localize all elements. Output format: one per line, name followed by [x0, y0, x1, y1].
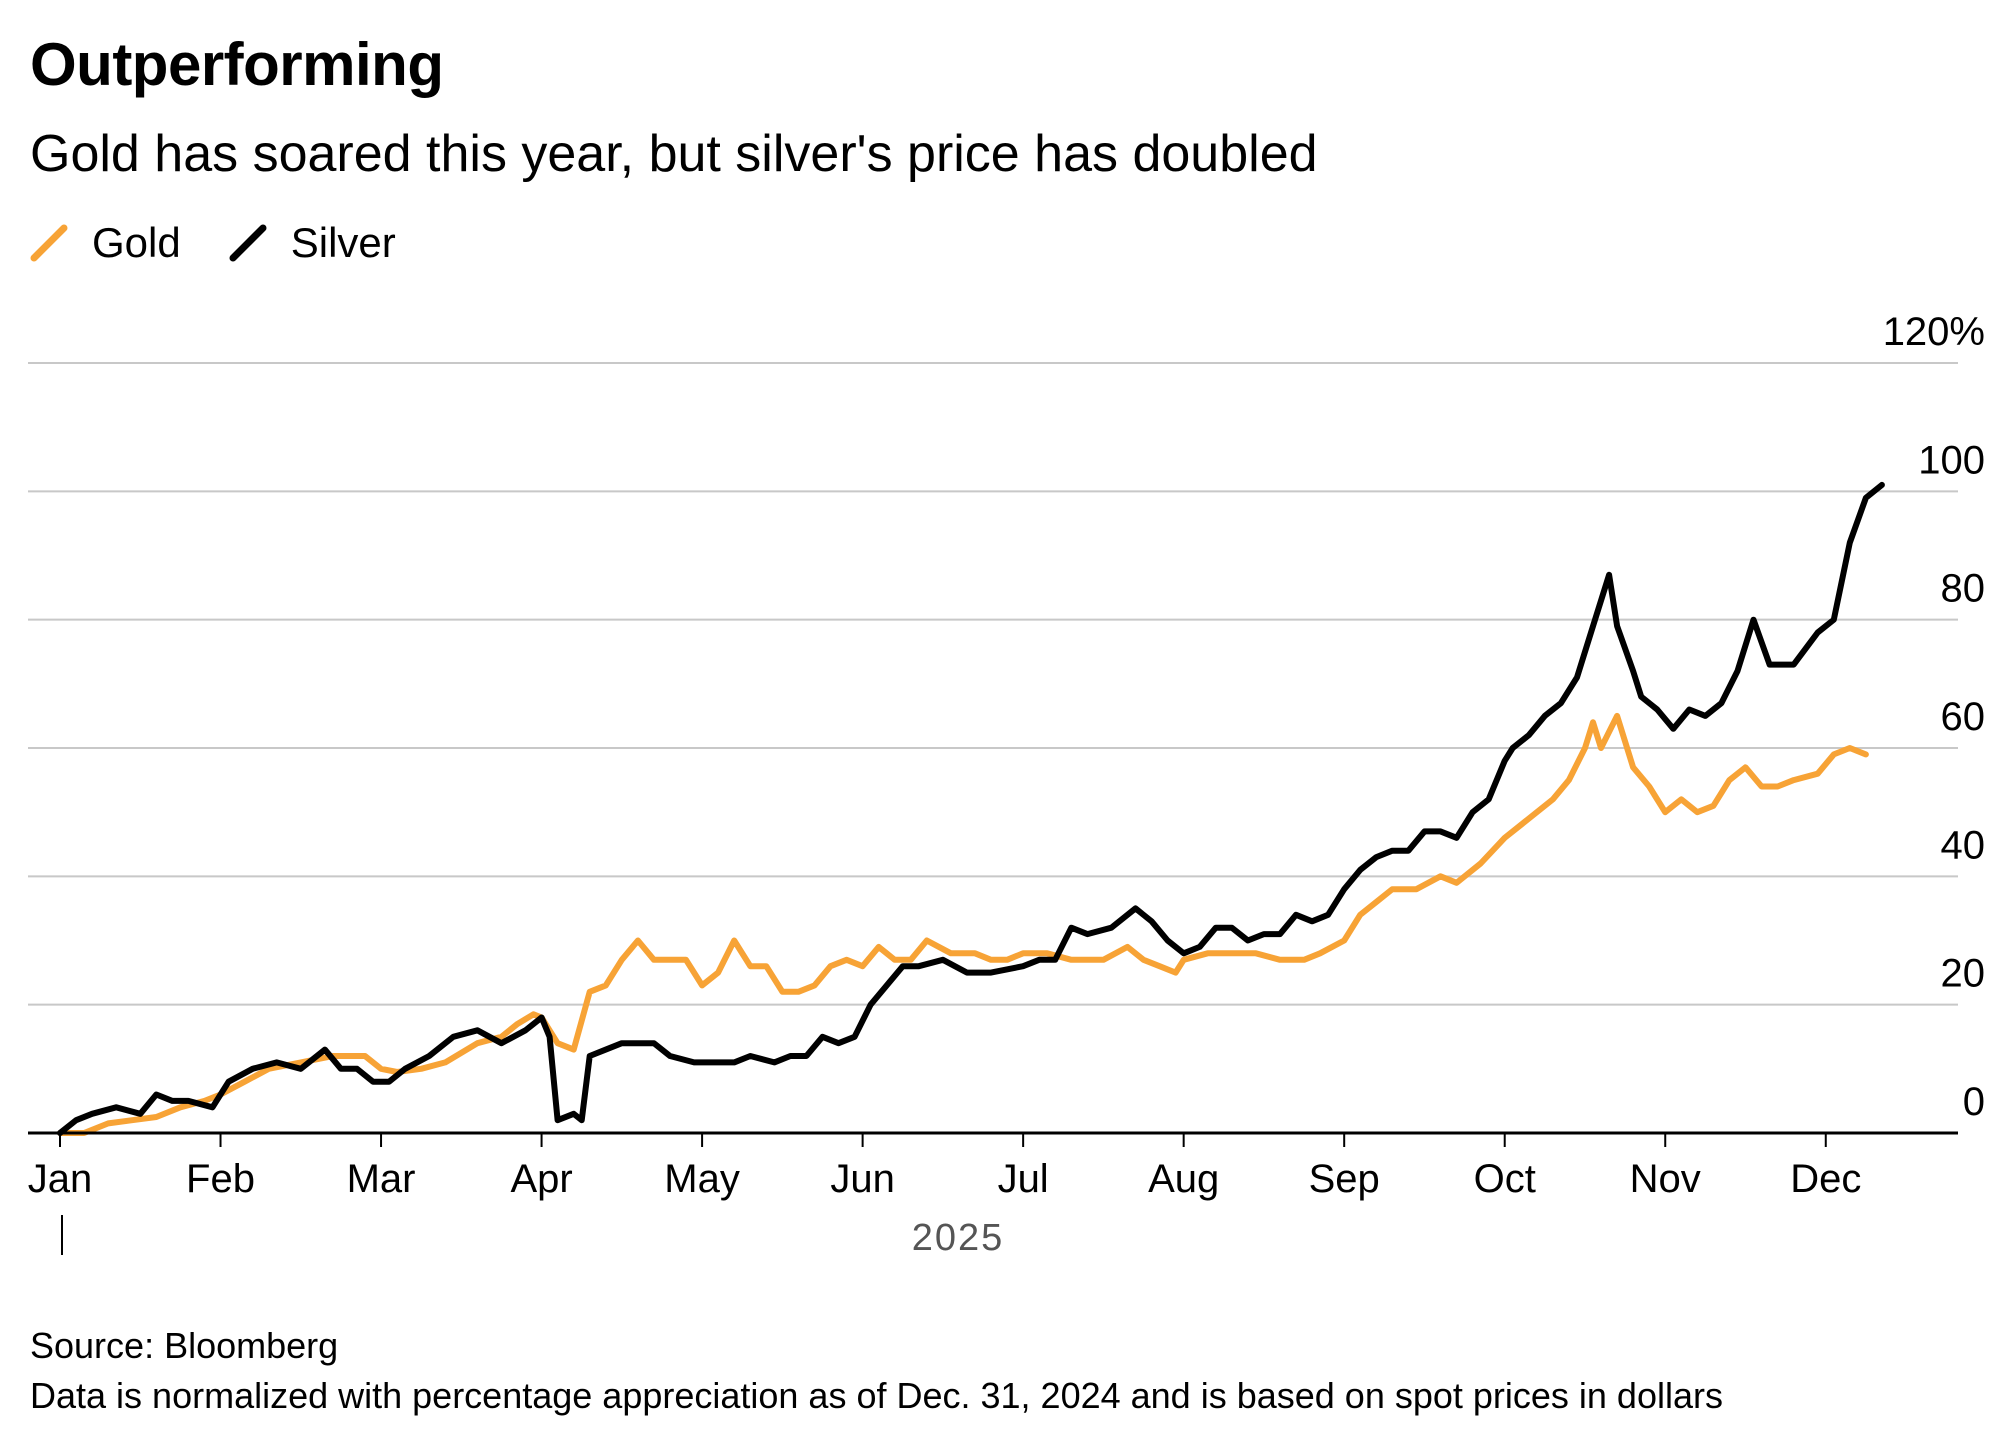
chart-legend: Gold Silver — [30, 215, 444, 271]
y-tick-label-80: 80 — [1941, 567, 1986, 611]
line-chart: 0 20 40 60 80 100 120% Jan Feb Mar Apr May Jun Jul Au… — [28, 310, 1985, 1259]
series-line-gold — [57, 712, 1869, 1136]
x-tick-label-jul: Jul — [998, 1157, 1049, 1201]
x-tick-label-feb: Feb — [186, 1157, 255, 1201]
legend-label-silver: Silver — [290, 219, 396, 266]
series-lines — [57, 481, 1885, 1136]
legend-item-silver: Silver — [229, 219, 396, 267]
legend-swatch-silver — [229, 224, 267, 262]
source-note: Source: Bloomberg — [30, 1325, 339, 1366]
y-tick-label-120: 120% — [1883, 310, 1985, 354]
x-tick-label-oct: Oct — [1474, 1157, 1536, 1201]
x-tick-label-jun: Jun — [830, 1157, 895, 1201]
y-tick-label-60: 60 — [1941, 695, 1986, 739]
x-axis: Jan Feb Mar Apr May Jun Jul Aug Sep Oct Nov Dec — [28, 1131, 1958, 1201]
x-tick-label-apr: Apr — [510, 1157, 572, 1201]
y-tick-label-40: 40 — [1941, 823, 1986, 867]
gridlines — [28, 362, 1958, 1006]
x-tick-label-may: May — [664, 1157, 740, 1201]
x-tick-label-jan: Jan — [28, 1157, 93, 1201]
chart-subtitle: Gold has soared this year, but silver's … — [30, 125, 1318, 183]
series-line-silver — [57, 481, 1885, 1136]
chart-title: Outperforming — [30, 31, 444, 98]
x-tick-label-nov: Nov — [1630, 1157, 1701, 1201]
y-tick-label-20: 20 — [1941, 952, 1986, 996]
x-tick-label-dec: Dec — [1790, 1157, 1861, 1201]
x-axis-year-label: 2025 — [912, 1217, 1005, 1259]
legend-label-gold: Gold — [92, 219, 181, 266]
legend-item-gold: Gold — [30, 219, 181, 267]
y-axis-ticks: 0 20 40 60 80 100 120% — [1883, 310, 1985, 1124]
y-tick-label-100: 100 — [1918, 438, 1985, 482]
x-tick-label-mar: Mar — [347, 1157, 416, 1201]
y-tick-label-0: 0 — [1963, 1080, 1985, 1124]
legend-swatch-gold — [30, 224, 68, 262]
x-tick-label-sep: Sep — [1309, 1157, 1380, 1201]
methodology-note: Data is normalized with percentage appre… — [30, 1375, 1723, 1416]
x-tick-label-aug: Aug — [1148, 1157, 1219, 1201]
